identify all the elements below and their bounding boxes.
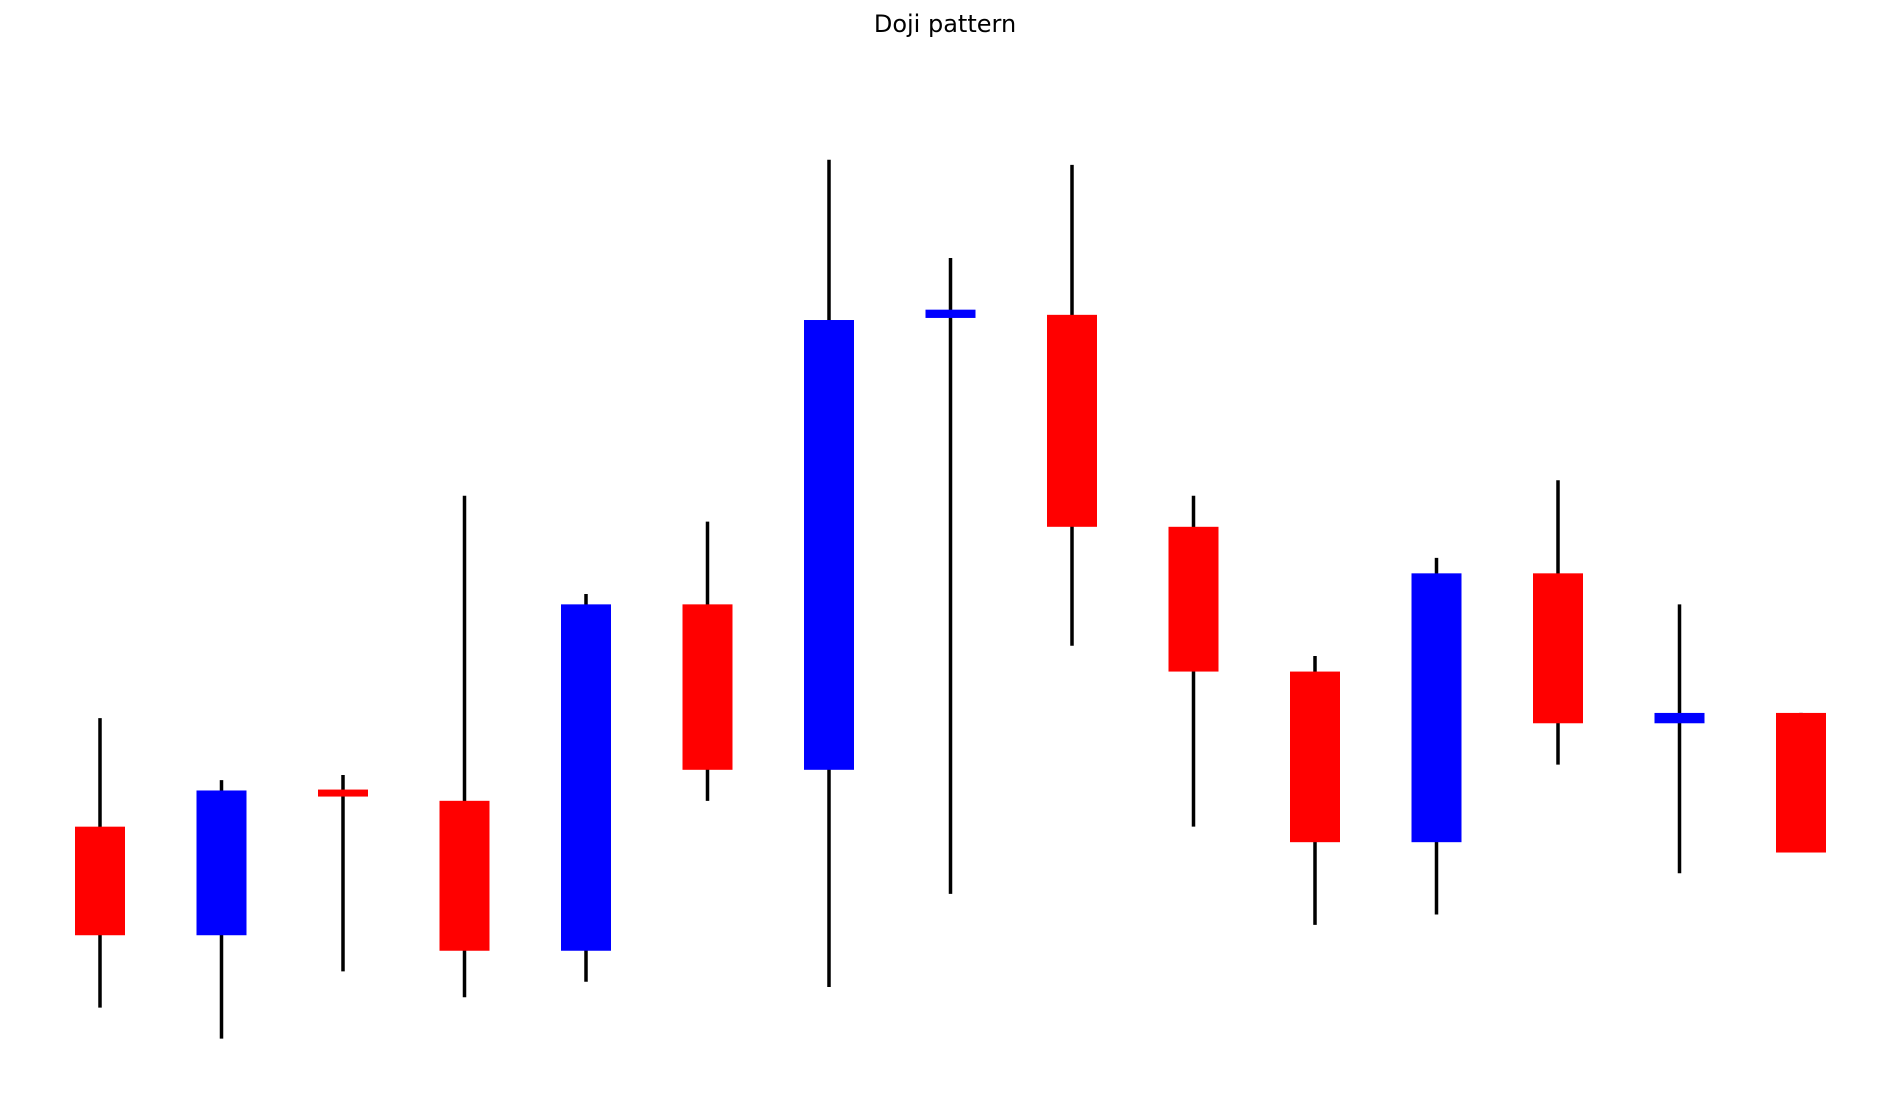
candle-body-bearish: [75, 826, 125, 936]
candle-body-bearish: [682, 604, 733, 770]
candle-body-bearish: [1776, 712, 1826, 853]
candle-body-bearish: [1168, 526, 1219, 672]
candle-body-bullish: [1654, 712, 1705, 724]
candle-4: [439, 495, 490, 998]
candle-body-bearish: [1533, 573, 1583, 724]
candle-8: [925, 257, 976, 894]
candle-body-bullish: [1411, 573, 1462, 843]
candle-9: [1047, 164, 1097, 646]
candle-13: [1533, 480, 1583, 765]
candle-15: [1776, 712, 1826, 853]
candle-6: [682, 521, 733, 801]
candle-10: [1168, 495, 1219, 827]
chart-title: Doji pattern: [873, 10, 1017, 38]
candle-12: [1411, 557, 1462, 915]
candle-3: [318, 774, 368, 972]
candle-7: [804, 159, 854, 987]
candle-body-bearish: [1290, 671, 1340, 843]
candle-2: [196, 780, 247, 1039]
candle-14: [1654, 604, 1705, 874]
candle-5: [561, 594, 611, 982]
candle-body-bearish: [318, 789, 368, 797]
candle-1: [75, 718, 125, 1008]
candle-11: [1290, 656, 1340, 925]
candle-body-bullish: [196, 790, 247, 936]
candle-body-bearish: [1047, 314, 1097, 527]
candle-body-bullish: [561, 604, 611, 951]
candle-body-bullish: [925, 309, 976, 318]
candle-body-bullish: [804, 320, 854, 770]
candle-body-bearish: [439, 800, 490, 951]
